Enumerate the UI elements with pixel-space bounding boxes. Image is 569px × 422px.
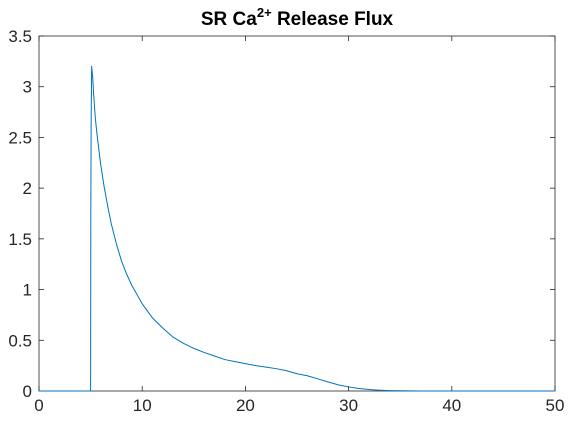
y-axis-tick-labels: 0 0.5 1 1.5 2 2.5 3 3.5 [8, 27, 32, 401]
y-tick-label: 1.5 [8, 230, 32, 249]
x-tick-label: 10 [133, 396, 152, 415]
title-superscript: 2+ [257, 5, 272, 20]
flux-series-line [39, 65, 555, 392]
plot-area [38, 35, 556, 392]
x-tick-label: 40 [442, 396, 461, 415]
series-layer [39, 65, 555, 392]
y-tick-label: 0.5 [8, 331, 32, 350]
title-suffix: Release Flux [272, 9, 394, 30]
axis-ticks [38, 35, 556, 392]
x-axis-tick-labels: 0 10 20 30 40 50 [34, 396, 564, 415]
axes-box [38, 35, 556, 392]
y-tick-label: 2 [23, 179, 32, 198]
title-prefix: SR Ca [201, 9, 257, 30]
x-tick-label: 20 [236, 396, 255, 415]
x-tick-label: 50 [546, 396, 565, 415]
chart-title: SR Ca2+ Release Flux [201, 5, 394, 30]
y-tick-label: 3.5 [8, 27, 32, 46]
x-tick-label: 0 [34, 396, 43, 415]
y-tick-label: 2.5 [8, 128, 32, 147]
y-tick-label: 0 [23, 382, 32, 401]
y-tick-label: 3 [23, 78, 32, 97]
y-tick-label: 1 [23, 281, 32, 300]
x-tick-label: 30 [339, 396, 358, 415]
